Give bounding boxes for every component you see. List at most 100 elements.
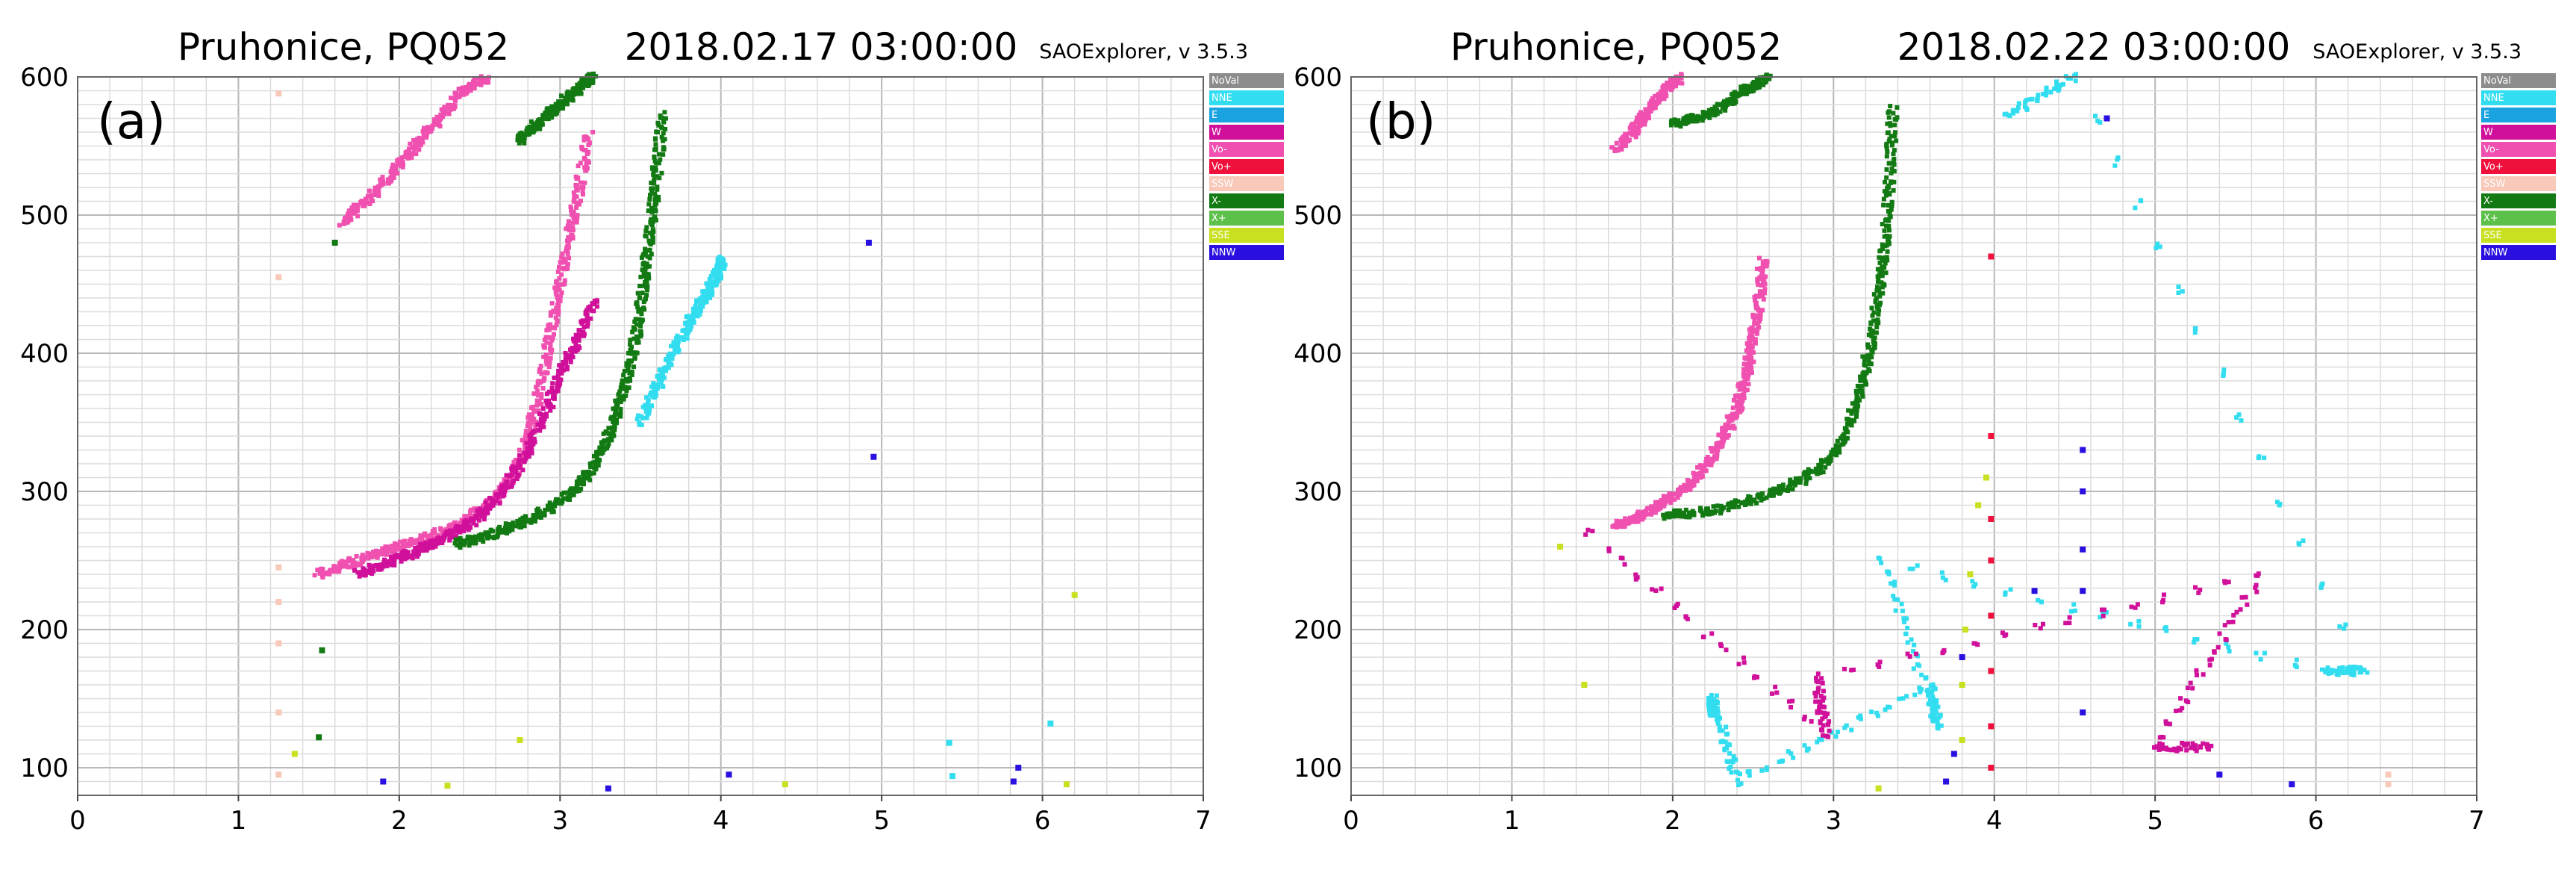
data-point: [1872, 344, 1877, 350]
data-point: [1788, 751, 1794, 757]
data-point: [634, 417, 640, 422]
data-point: [649, 205, 654, 211]
data-point: [1836, 444, 1841, 449]
data-point: [1717, 102, 1722, 108]
data-point: [1886, 161, 1892, 166]
legend-label: NNW: [2483, 247, 2507, 258]
data-point: [1759, 293, 1765, 299]
data-point: [541, 354, 546, 359]
data-point: [1881, 196, 1886, 202]
data-point: [2180, 706, 2185, 711]
data-point: [1754, 267, 1759, 272]
data-point: [645, 412, 650, 417]
data-point: [631, 364, 637, 370]
data-point: [515, 518, 520, 524]
data-point: [1851, 409, 1856, 414]
data-point: [535, 388, 540, 394]
data-point: [1885, 131, 1890, 136]
data-point: [1738, 381, 1744, 386]
data-point: [380, 546, 385, 551]
data-point: [2347, 668, 2352, 674]
data-point: [522, 524, 527, 529]
data-point: [522, 136, 527, 141]
data-point: [1894, 105, 1900, 110]
data-point: [1801, 717, 1806, 722]
data-point: [1712, 107, 1717, 112]
data-point: [600, 444, 605, 450]
data-point: [569, 212, 574, 217]
data-point: [545, 370, 550, 376]
data-point: [639, 332, 644, 338]
data-point: [555, 312, 561, 317]
data-point: [464, 522, 469, 527]
data-point: [560, 251, 565, 256]
legend-swatch: [2481, 211, 2556, 226]
data-point: [655, 174, 660, 179]
data-point: [429, 541, 434, 546]
data-point: [1730, 423, 1735, 429]
data-point: [1712, 510, 1718, 515]
data-point: [2351, 667, 2357, 672]
data-point: [1858, 713, 1863, 718]
data-point: [550, 112, 555, 117]
data-point: [408, 141, 413, 146]
data-point: [585, 470, 590, 475]
data-point: [1884, 223, 1889, 229]
data-point: [2044, 85, 2049, 90]
data-point: [1892, 122, 1897, 128]
data-point: [580, 189, 585, 194]
data-point: [2277, 503, 2282, 508]
data-point: [545, 355, 550, 361]
data-point: [1666, 498, 1671, 503]
data-point: [1627, 125, 1632, 131]
data-point: [2133, 205, 2138, 211]
data-point: [1706, 697, 1712, 702]
data-point: [380, 175, 385, 180]
data-point: [2016, 101, 2021, 106]
data-point: [643, 285, 649, 290]
data-point: [1892, 148, 1897, 153]
data-point: [1667, 511, 1672, 516]
data-point: [1621, 521, 1627, 526]
data-point: [566, 234, 571, 240]
data-point: [1730, 417, 1735, 422]
data-point: [654, 129, 659, 134]
data-point: [1700, 511, 1706, 516]
data-point: [590, 79, 596, 84]
data-point: [546, 364, 552, 370]
data-point: [540, 406, 546, 411]
data-point: [1686, 515, 1691, 520]
data-point: [1740, 398, 1745, 403]
data-point: [2024, 107, 2030, 112]
data-point: [661, 384, 666, 389]
legend-label: NNW: [1211, 247, 1235, 258]
data-point: [424, 547, 429, 553]
data-point: [2080, 447, 2086, 453]
data-point: [1773, 684, 1778, 689]
data-point: [1867, 368, 1872, 373]
data-point: [699, 306, 704, 311]
data-point: [2224, 641, 2229, 646]
data-point: [1869, 333, 1874, 338]
data-point: [638, 274, 643, 279]
data-point: [1750, 81, 1755, 87]
data-point: [1871, 341, 1877, 346]
data-point: [476, 518, 481, 523]
data-point: [393, 554, 399, 559]
data-point: [1718, 109, 1723, 114]
data-point: [1750, 350, 1756, 355]
data-point: [487, 495, 492, 500]
data-point: [1673, 508, 1678, 513]
legend-label: SSE: [1211, 230, 1230, 241]
data-point: [1865, 353, 1871, 358]
data-point: [1653, 500, 1658, 505]
data-point: [1841, 666, 1847, 671]
data-point: [1882, 234, 1887, 239]
data-point: [564, 102, 570, 107]
data-point: [609, 414, 614, 420]
data-point: [567, 228, 573, 233]
data-point: [557, 499, 562, 504]
data-point: [1691, 116, 1697, 121]
